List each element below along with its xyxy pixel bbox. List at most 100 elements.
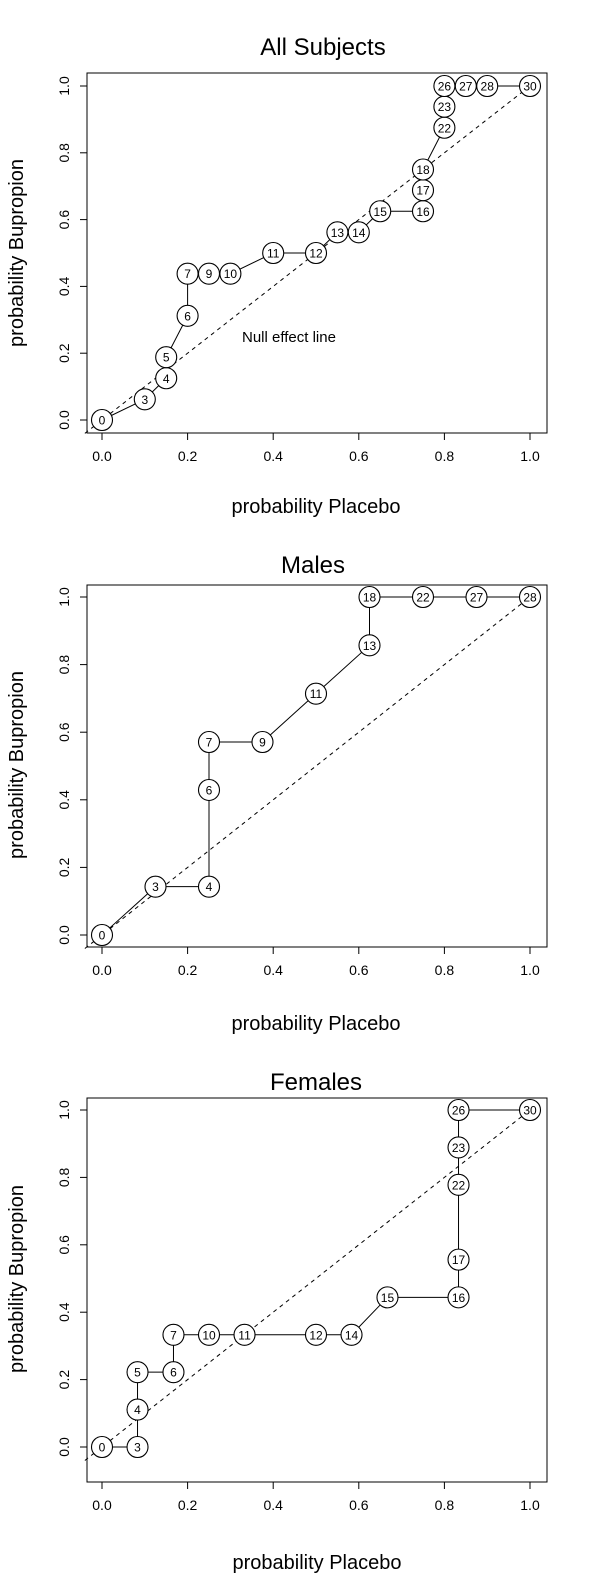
data-point-label: 28 (481, 80, 495, 94)
data-point-marker (304, 241, 328, 265)
data-point-marker (133, 388, 156, 411)
data-point-label: 15 (374, 205, 388, 219)
data-point-label: 18 (363, 591, 377, 605)
chart-title: Females (270, 1069, 362, 1096)
data-point-label: 0 (99, 929, 106, 943)
x-tick-label: 0.4 (263, 1497, 283, 1513)
data-point-marker (518, 585, 542, 609)
y-tick-label: 1.0 (56, 76, 72, 96)
data-point-marker (447, 1248, 470, 1271)
data-point-marker (447, 1173, 470, 1196)
data-point-marker (155, 346, 178, 369)
data-point-label: 4 (163, 372, 170, 386)
data-point-label: 14 (345, 1328, 359, 1342)
x-tick-label: 0.6 (349, 962, 369, 978)
data-point-label: 26 (438, 80, 452, 94)
chart-all-subjects: All Subjects probability Bupropion proba… (6, 34, 548, 518)
x-tick-label: 0.0 (92, 448, 112, 464)
data-point-marker (251, 730, 274, 754)
data-point-marker (304, 1323, 328, 1346)
data-point-label: 16 (416, 205, 430, 219)
data-point-marker (262, 241, 285, 265)
x-tick-label: 0.4 (263, 448, 283, 464)
data-point-marker (162, 1361, 185, 1384)
data-point-marker (358, 634, 381, 657)
y-tick-label: 0.4 (56, 790, 72, 810)
chart-panel-males: Males probability Bupropion probability … (0, 525, 600, 1050)
data-point-marker (197, 1323, 221, 1346)
x-tick-label: 0.2 (178, 1497, 198, 1513)
y-tick-label: 0.0 (56, 925, 72, 945)
plot-frame (86, 584, 548, 948)
data-point-label: 27 (470, 591, 484, 605)
data-point-marker (476, 74, 499, 98)
data-point-label: 12 (309, 1328, 323, 1342)
data-point-marker (518, 1098, 542, 1122)
x-tick-label: 0.0 (92, 962, 112, 978)
data-point-label: 13 (331, 226, 345, 240)
y-tick-label: 0.4 (56, 276, 72, 296)
data-point-label: 15 (381, 1291, 395, 1305)
data-point-label: 9 (206, 267, 213, 281)
x-tick-label: 0.6 (349, 448, 369, 464)
y-axis-label: probability Bupropion (6, 1185, 28, 1373)
data-point-label: 3 (134, 1441, 141, 1455)
chart-panel-females: Females probability Bupropion probabilit… (0, 1050, 600, 1590)
data-point-label: 0 (99, 1441, 106, 1455)
y-tick-label: 0.8 (56, 143, 72, 163)
y-axis-label: probability Bupropion (6, 671, 28, 859)
data-point-marker (347, 221, 370, 244)
data-point-marker (233, 1323, 256, 1346)
data-point-label: 13 (363, 639, 377, 653)
data-point-marker (304, 682, 328, 705)
data-point-marker (176, 304, 199, 327)
chart-panel-all-subjects: All Subjects probability Bupropion proba… (0, 0, 600, 525)
x-tick-label: 1.0 (520, 1497, 540, 1513)
data-point-label: 7 (206, 736, 213, 750)
data-point-marker (358, 585, 381, 609)
data-point-label: 5 (163, 351, 170, 365)
data-point-label: 28 (523, 591, 537, 605)
y-tick-label: 1.0 (56, 587, 72, 607)
data-point-label: 22 (416, 591, 430, 605)
x-tick-label: 0.4 (263, 962, 283, 978)
data-point-label: 10 (202, 1328, 216, 1342)
chart-title: Males (281, 552, 345, 579)
data-point-label: 4 (134, 1403, 141, 1417)
x-tick-label: 1.0 (520, 448, 540, 464)
data-point-marker (369, 200, 392, 223)
data-point-label: 11 (238, 1328, 251, 1342)
x-tick-label: 0.0 (92, 1497, 112, 1513)
data-point-marker (144, 875, 167, 898)
data-point-label: 6 (184, 309, 191, 323)
data-point-marker (126, 1435, 149, 1459)
data-point-label: 7 (170, 1328, 177, 1342)
data-point-marker (376, 1286, 399, 1309)
data-point-marker (465, 585, 488, 609)
data-point-marker (197, 730, 221, 754)
data-point-label: 30 (523, 1104, 537, 1118)
data-point-label: 7 (184, 267, 191, 281)
data-point-label: 23 (438, 100, 452, 114)
data-point-label: 14 (352, 226, 366, 240)
data-point-marker (126, 1361, 149, 1384)
null-effect-line (84, 1109, 531, 1461)
data-point-label: 5 (134, 1366, 141, 1380)
y-tick-label: 0.8 (56, 1167, 72, 1187)
data-point-label: 26 (452, 1104, 466, 1118)
data-point-label: 11 (267, 247, 280, 261)
data-point-label: 10 (224, 267, 238, 281)
x-axis-label: probability Placebo (232, 1013, 401, 1035)
y-tick-label: 0.2 (56, 343, 72, 363)
data-point-marker (411, 585, 435, 609)
null-effect-annotation: Null effect line (242, 329, 336, 346)
x-tick-label: 0.2 (178, 962, 198, 978)
x-axis-label: probability Placebo (233, 1552, 402, 1574)
x-axis-label: probability Placebo (232, 496, 401, 518)
data-point-marker (90, 1435, 114, 1459)
y-tick-label: 0.0 (56, 1437, 72, 1457)
data-point-marker (447, 1136, 470, 1159)
data-point-marker (411, 158, 435, 181)
data-point-label: 11 (310, 687, 323, 701)
data-point-label: 12 (309, 247, 323, 261)
